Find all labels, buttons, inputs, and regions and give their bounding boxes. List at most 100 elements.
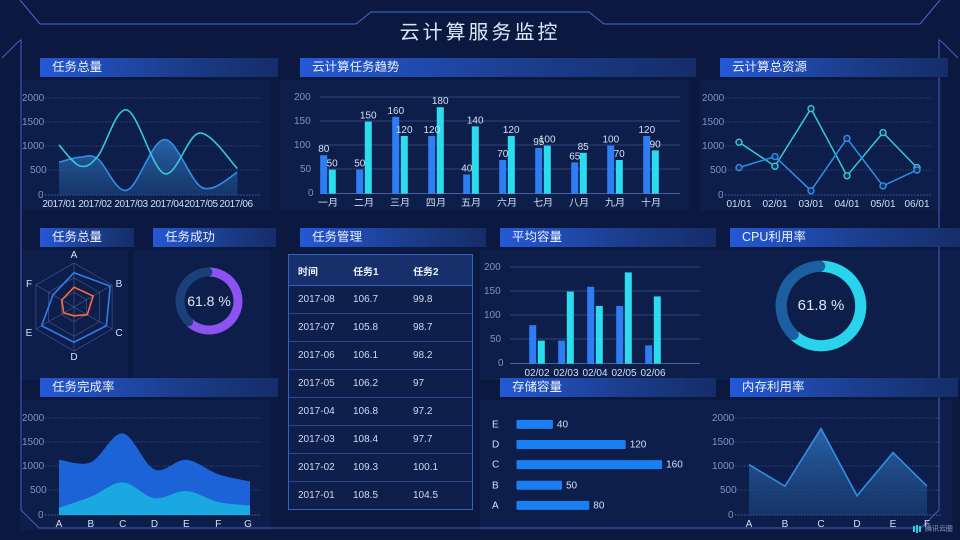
svg-text:03/01: 03/01	[798, 199, 823, 210]
svg-text:0: 0	[38, 510, 44, 521]
svg-text:四月: 四月	[426, 198, 446, 209]
svg-text:2017/02: 2017/02	[78, 199, 112, 210]
svg-text:2017/03: 2017/03	[114, 199, 148, 210]
svg-text:120: 120	[503, 125, 520, 136]
svg-text:0: 0	[308, 188, 314, 199]
svg-text:200: 200	[484, 262, 501, 273]
svg-text:D: D	[70, 352, 77, 363]
svg-text:50: 50	[566, 480, 578, 491]
svg-text:1500: 1500	[22, 437, 45, 448]
svg-text:B: B	[87, 519, 94, 530]
svg-text:500: 500	[710, 165, 727, 176]
svg-text:150: 150	[360, 111, 377, 122]
svg-text:100: 100	[294, 140, 311, 151]
svg-text:二月: 二月	[354, 198, 374, 209]
svg-text:E: E	[183, 519, 190, 530]
svg-text:160: 160	[387, 106, 404, 117]
svg-text:六月: 六月	[497, 197, 517, 209]
svg-text:九月: 九月	[605, 198, 625, 209]
svg-text:D: D	[492, 440, 499, 451]
svg-text:C: C	[115, 328, 122, 339]
svg-text:200: 200	[294, 92, 311, 103]
svg-text:70: 70	[614, 149, 626, 160]
svg-text:80: 80	[318, 144, 330, 155]
svg-text:三月: 三月	[390, 198, 410, 209]
svg-text:50: 50	[300, 164, 312, 175]
svg-text:2000: 2000	[702, 93, 725, 104]
svg-text:180: 180	[432, 96, 449, 107]
svg-text:D: D	[853, 519, 860, 530]
svg-text:1000: 1000	[702, 141, 725, 152]
svg-text:G: G	[244, 519, 252, 530]
svg-text:02/01: 02/01	[762, 199, 787, 210]
svg-text:C: C	[492, 460, 499, 471]
svg-text:A: A	[492, 501, 499, 512]
svg-text:500: 500	[30, 485, 47, 496]
svg-text:100: 100	[602, 135, 619, 146]
svg-text:0: 0	[718, 190, 724, 201]
svg-text:七月: 七月	[533, 198, 553, 209]
svg-text:A: A	[746, 519, 753, 530]
svg-text:E: E	[26, 328, 33, 339]
svg-text:120: 120	[396, 125, 413, 136]
svg-text:D: D	[151, 519, 158, 530]
svg-text:140: 140	[467, 115, 484, 126]
svg-text:1000: 1000	[22, 141, 45, 152]
svg-text:2017/05: 2017/05	[184, 199, 218, 210]
svg-text:十月: 十月	[641, 198, 661, 209]
svg-text:85: 85	[578, 142, 590, 153]
svg-text:40: 40	[557, 419, 569, 430]
svg-text:2000: 2000	[22, 93, 45, 104]
svg-text:B: B	[492, 481, 499, 492]
svg-text:八月: 八月	[569, 198, 589, 209]
svg-text:80: 80	[593, 500, 605, 511]
svg-text:E: E	[890, 519, 897, 530]
svg-text:100: 100	[484, 310, 501, 321]
svg-text:0: 0	[498, 358, 504, 369]
svg-text:2017/06: 2017/06	[219, 199, 253, 210]
svg-text:01/01: 01/01	[726, 199, 751, 210]
svg-text:F: F	[26, 279, 32, 290]
svg-text:一月: 一月	[318, 198, 338, 209]
svg-text:五月: 五月	[461, 198, 481, 209]
svg-text:E: E	[492, 420, 499, 431]
svg-text:1500: 1500	[702, 117, 725, 128]
svg-text:1000: 1000	[712, 461, 735, 472]
svg-text:06/01: 06/01	[904, 199, 929, 210]
svg-text:50: 50	[327, 159, 339, 170]
svg-text:50: 50	[490, 334, 502, 345]
svg-text:1000: 1000	[22, 461, 45, 472]
svg-text:150: 150	[484, 286, 501, 297]
svg-text:2000: 2000	[712, 413, 735, 424]
svg-text:90: 90	[650, 139, 662, 150]
svg-text:F: F	[215, 519, 221, 530]
svg-text:61.8 %: 61.8 %	[798, 297, 845, 314]
svg-text:500: 500	[720, 485, 737, 496]
svg-text:B: B	[116, 279, 123, 290]
svg-text:50: 50	[354, 159, 366, 170]
svg-text:A: A	[71, 250, 78, 261]
svg-text:B: B	[782, 519, 789, 530]
svg-text:C: C	[817, 519, 824, 530]
svg-text:40: 40	[461, 163, 473, 174]
svg-text:2017/04: 2017/04	[150, 199, 184, 210]
svg-text:150: 150	[294, 116, 311, 127]
svg-text:05/01: 05/01	[870, 199, 895, 210]
svg-text:2000: 2000	[22, 413, 45, 424]
svg-text:70: 70	[497, 149, 509, 160]
svg-text:120: 120	[423, 125, 440, 136]
svg-text:160: 160	[666, 459, 683, 470]
svg-text:120: 120	[638, 125, 655, 136]
svg-text:61.8 %: 61.8 %	[187, 293, 231, 309]
svg-text:0: 0	[728, 510, 734, 521]
svg-text:1500: 1500	[712, 437, 735, 448]
svg-text:2017/01: 2017/01	[42, 199, 76, 210]
svg-text:500: 500	[30, 165, 47, 176]
svg-text:120: 120	[630, 439, 647, 450]
svg-text:C: C	[119, 519, 126, 530]
svg-text:65: 65	[569, 151, 581, 162]
svg-text:A: A	[56, 519, 63, 530]
svg-text:1500: 1500	[22, 117, 45, 128]
svg-text:04/01: 04/01	[834, 199, 859, 210]
svg-text:100: 100	[539, 135, 556, 146]
